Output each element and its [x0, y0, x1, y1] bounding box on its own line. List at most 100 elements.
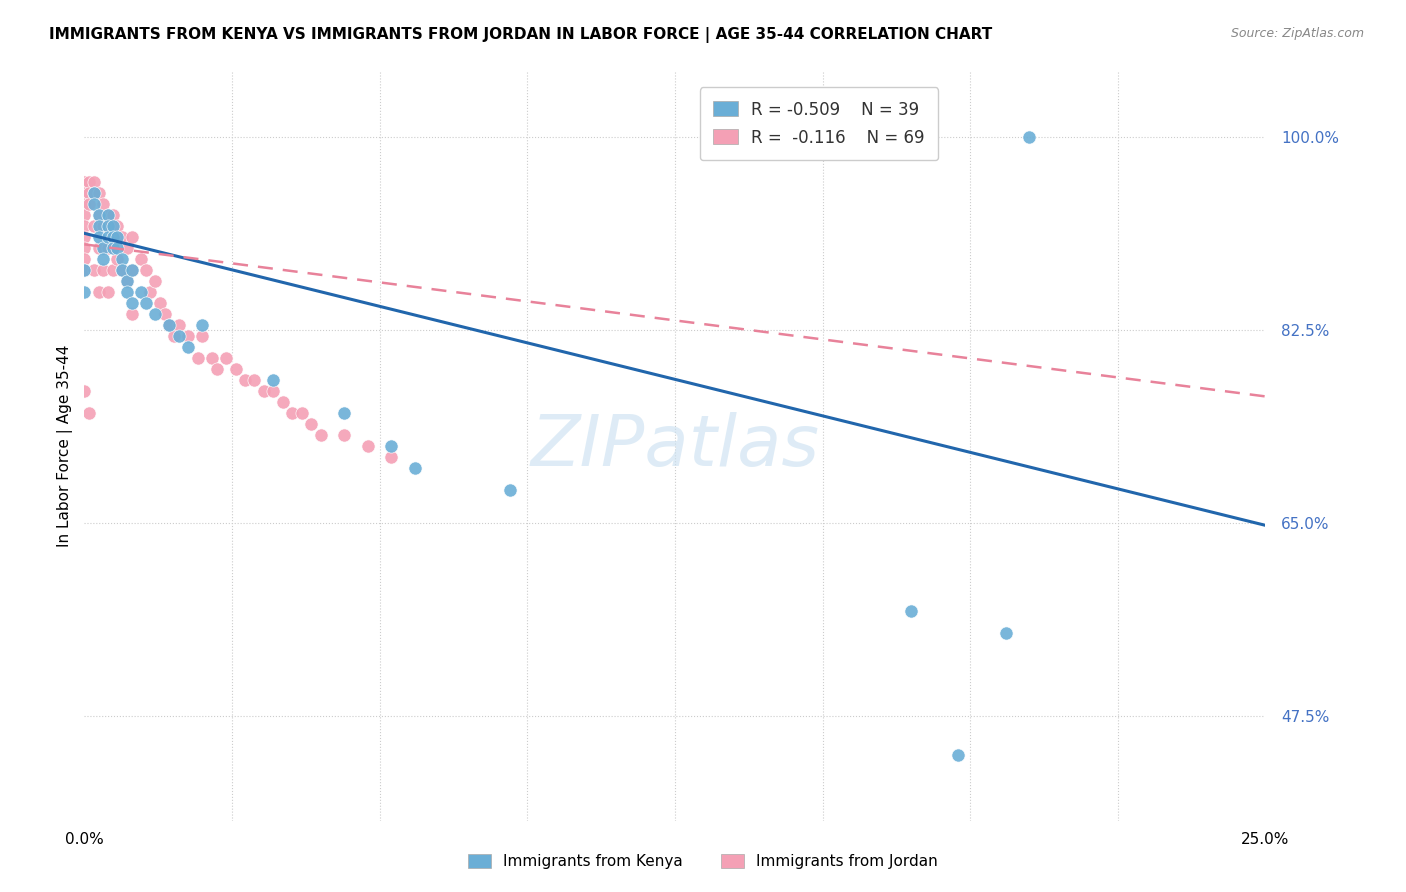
- Point: [380, 450, 402, 464]
- Point: [157, 318, 180, 332]
- Point: [191, 328, 214, 343]
- Point: [91, 196, 114, 211]
- Point: [281, 406, 304, 420]
- Point: [1018, 130, 1040, 145]
- Point: [91, 241, 114, 255]
- Point: [73, 252, 96, 266]
- Point: [115, 285, 138, 299]
- Point: [163, 328, 186, 343]
- Point: [97, 208, 120, 222]
- Point: [87, 186, 110, 200]
- Point: [357, 439, 380, 453]
- Point: [291, 406, 314, 420]
- Point: [215, 351, 238, 365]
- Point: [143, 307, 166, 321]
- Point: [87, 285, 110, 299]
- Point: [101, 219, 124, 233]
- Point: [143, 274, 166, 288]
- Point: [73, 241, 96, 255]
- Point: [129, 252, 152, 266]
- Point: [101, 241, 124, 255]
- Point: [271, 395, 294, 409]
- Point: [129, 285, 152, 299]
- Point: [83, 186, 105, 200]
- Point: [83, 175, 105, 189]
- Point: [73, 219, 96, 233]
- Point: [201, 351, 224, 365]
- Y-axis label: In Labor Force | Age 35-44: In Labor Force | Age 35-44: [58, 345, 73, 547]
- Point: [121, 295, 143, 310]
- Point: [115, 241, 138, 255]
- Legend: Immigrants from Kenya, Immigrants from Jordan: Immigrants from Kenya, Immigrants from J…: [463, 848, 943, 875]
- Point: [299, 417, 322, 431]
- Text: IMMIGRANTS FROM KENYA VS IMMIGRANTS FROM JORDAN IN LABOR FORCE | AGE 35-44 CORRE: IMMIGRANTS FROM KENYA VS IMMIGRANTS FROM…: [49, 27, 993, 43]
- Point: [77, 406, 100, 420]
- Point: [97, 285, 120, 299]
- Point: [73, 208, 96, 222]
- Point: [83, 219, 105, 233]
- Point: [205, 362, 228, 376]
- Point: [73, 196, 96, 211]
- Point: [167, 318, 190, 332]
- Point: [83, 186, 105, 200]
- Text: ZIPatlas: ZIPatlas: [530, 411, 820, 481]
- Point: [73, 229, 96, 244]
- Point: [83, 262, 105, 277]
- Point: [233, 373, 256, 387]
- Point: [121, 307, 143, 321]
- Point: [187, 351, 209, 365]
- Point: [253, 384, 276, 398]
- Text: Source: ZipAtlas.com: Source: ZipAtlas.com: [1230, 27, 1364, 40]
- Point: [153, 307, 176, 321]
- Point: [262, 373, 284, 387]
- Point: [115, 274, 138, 288]
- Point: [135, 295, 157, 310]
- Point: [77, 186, 100, 200]
- Point: [900, 604, 922, 618]
- Point: [91, 262, 114, 277]
- Point: [309, 428, 332, 442]
- Point: [91, 219, 114, 233]
- Point: [948, 747, 970, 762]
- Point: [157, 318, 180, 332]
- Point: [404, 461, 426, 475]
- Point: [177, 328, 200, 343]
- Point: [149, 295, 172, 310]
- Point: [111, 229, 134, 244]
- Point: [121, 229, 143, 244]
- Point: [73, 262, 96, 277]
- Point: [139, 285, 162, 299]
- Point: [167, 328, 190, 343]
- Point: [111, 262, 134, 277]
- Point: [177, 340, 200, 354]
- Point: [994, 626, 1017, 640]
- Point: [73, 175, 96, 189]
- Point: [97, 219, 120, 233]
- Point: [333, 406, 356, 420]
- Point: [115, 274, 138, 288]
- Point: [91, 252, 114, 266]
- Point: [77, 196, 100, 211]
- Point: [107, 229, 129, 244]
- Point: [107, 252, 129, 266]
- Point: [333, 428, 356, 442]
- Point: [101, 229, 124, 244]
- Point: [83, 196, 105, 211]
- Point: [77, 175, 100, 189]
- Point: [73, 285, 96, 299]
- Point: [73, 384, 96, 398]
- Point: [73, 186, 96, 200]
- Point: [135, 262, 157, 277]
- Point: [225, 362, 247, 376]
- Point: [121, 262, 143, 277]
- Point: [97, 241, 120, 255]
- Point: [97, 208, 120, 222]
- Point: [243, 373, 266, 387]
- Point: [111, 262, 134, 277]
- Point: [87, 208, 110, 222]
- Point: [87, 208, 110, 222]
- Point: [191, 318, 214, 332]
- Point: [97, 219, 120, 233]
- Point: [121, 262, 143, 277]
- Point: [262, 384, 284, 398]
